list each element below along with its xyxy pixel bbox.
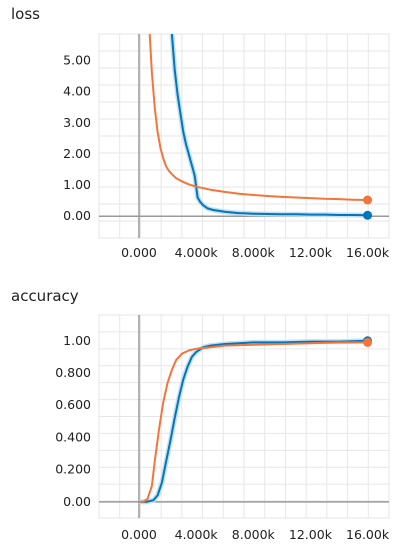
x-tick-label: 8.000k [232, 527, 276, 542]
loss-chart-panel: loss 0.00 1.00 2.00 3.00 4.00 5.00 0.000 4.000k… [0, 0, 404, 275]
x-tick-label: 16.00k [346, 527, 390, 542]
x-tick-label: 12.00k [289, 527, 333, 542]
y-tick-label: 0.400 [55, 429, 91, 444]
loss-chart[interactable]: 0.00 1.00 2.00 3.00 4.00 5.00 0.000 4.000k 8.000… [0, 0, 404, 275]
grid [98, 33, 390, 239]
x-tick-label: 8.000k [232, 245, 276, 260]
accuracy-chart-panel: accuracy 0.00 0.200 0.400 0.600 0.800 1.00 0.0… [0, 282, 404, 552]
chart-title: loss [11, 5, 40, 23]
y-tick-label: 1.00 [63, 333, 91, 348]
y-tick-label: 0.800 [55, 365, 91, 380]
series-group [139, 338, 368, 505]
accuracy-chart[interactable]: 0.00 0.200 0.400 0.600 0.800 1.00 0.000 4.000k 8… [0, 282, 404, 552]
y-tick-label: 4.00 [63, 84, 91, 99]
y-tick-label: 1.00 [63, 177, 91, 192]
series-end-marker [363, 337, 373, 347]
x-tick-label: 0.000 [121, 527, 157, 542]
y-tick-label: 2.00 [63, 146, 91, 161]
series-group [148, 34, 368, 218]
series-end-marker [363, 195, 373, 205]
y-tick-label: 5.00 [63, 52, 91, 67]
x-tick-label: 12.00k [289, 245, 333, 260]
chart-title: accuracy [11, 287, 79, 305]
y-tick-label: 3.00 [63, 115, 91, 130]
y-tick-label: 0.600 [55, 397, 91, 412]
x-tick-label: 16.00k [346, 245, 390, 260]
x-tick-label: 4.000k [175, 527, 219, 542]
y-tick-label: 0.00 [63, 208, 91, 223]
series-end-marker [363, 210, 373, 220]
grid [98, 314, 390, 519]
x-tick-label: 4.000k [175, 245, 219, 260]
y-tick-label: 0.00 [63, 494, 91, 509]
series-line[interactable] [170, 34, 368, 217]
x-tick-label: 0.000 [121, 245, 157, 260]
series-line[interactable] [139, 341, 368, 503]
y-tick-label: 0.200 [55, 462, 91, 477]
series-line[interactable] [139, 339, 368, 503]
series-line[interactable] [148, 34, 368, 201]
